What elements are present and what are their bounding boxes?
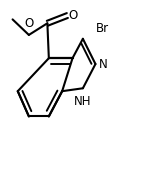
Text: NH: NH [73, 95, 91, 108]
Text: Br: Br [96, 22, 109, 35]
Text: O: O [24, 17, 33, 30]
Text: N: N [99, 57, 108, 71]
Text: O: O [69, 9, 78, 22]
